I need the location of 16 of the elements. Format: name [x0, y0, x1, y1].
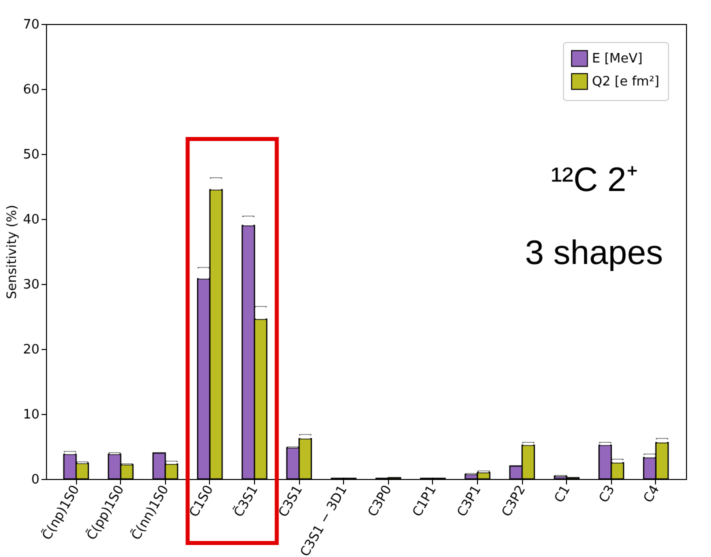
- y-tick-label: 10: [22, 408, 40, 422]
- y-tick-label: 20: [22, 342, 40, 358]
- y-tick-label: 0: [31, 472, 40, 488]
- y-tick-label: 30: [22, 278, 40, 292]
- y-tick-label: 40: [22, 212, 40, 228]
- y-tick-label: 50: [22, 148, 40, 162]
- x-tick-label: C4: [641, 483, 663, 506]
- x-tick-label: C3: [596, 483, 618, 506]
- legend-label: Q2 [e fm²]: [592, 74, 660, 90]
- annotation: 3 shapes: [525, 234, 663, 272]
- y-tick-label: 70: [22, 18, 40, 32]
- y-axis-title: Sensitivity (%): [4, 204, 20, 300]
- y-tick-label: 60: [22, 82, 40, 98]
- annotation: ¹²C 2⁺: [550, 161, 638, 199]
- legend-label: E [MeV]: [592, 52, 643, 66]
- x-tick-label: C1: [552, 483, 574, 506]
